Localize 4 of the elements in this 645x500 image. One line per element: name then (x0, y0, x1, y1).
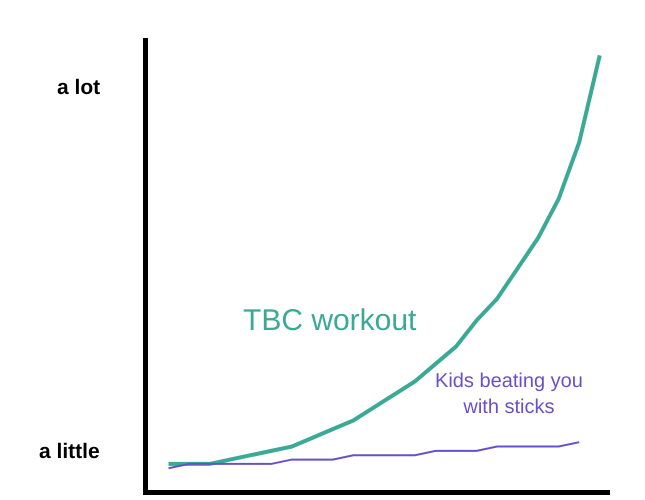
text: a little (39, 440, 100, 463)
series-label: Kids beating you with sticks (435, 370, 583, 418)
text: a lot (57, 76, 100, 99)
series-label: TBC workout (243, 304, 418, 337)
